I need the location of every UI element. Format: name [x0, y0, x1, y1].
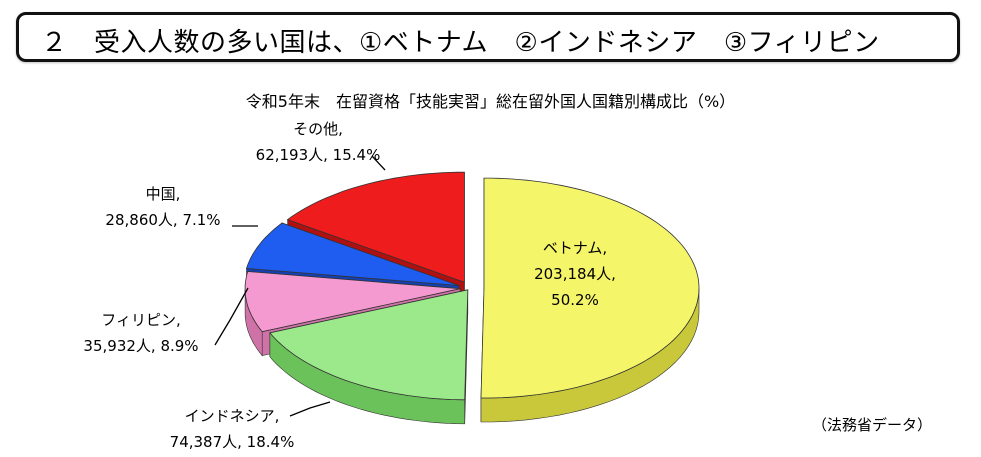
pie-slice-philippines	[244, 271, 461, 333]
pie-slice-vietnam	[480, 177, 700, 399]
pie-slice-indonesia	[269, 289, 469, 401]
pie-slice-other	[286, 171, 465, 283]
pie-tops	[244, 171, 700, 401]
slice-label-china-name: 中国,	[146, 185, 181, 203]
slice-label-vietnam-pct: 50.2%	[551, 291, 599, 309]
leader-line-philippines	[214, 287, 249, 346]
source-note: （法務省データ）	[812, 416, 933, 434]
leader-line-indonesia	[289, 401, 331, 417]
slice-label-philippines-name: フィリピン,	[101, 311, 180, 329]
heading-box: ２ 受入人数の多い国は、①ベトナム ②インドネシア ③フィリピン	[16, 12, 960, 62]
slice-label-china-count: 28,860人, 7.1%	[105, 211, 220, 229]
slice-label-other-name: その他,	[293, 120, 343, 138]
slice-label-vietnam-count: 203,184人,	[534, 265, 616, 283]
slice-label-other-count: 62,193人, 15.4%	[256, 146, 381, 164]
slice-label-indonesia-name: インドネシア,	[185, 407, 280, 425]
slice-label-vietnam-name: ベトナム,	[543, 239, 607, 257]
chart-title: 令和5年末 在留資格「技能実習」総在留外国人国籍別構成比（%）	[245, 92, 736, 111]
slice-label-indonesia-count: 74,387人, 18.4%	[170, 433, 295, 451]
heading-text: ２ 受入人数の多い国は、①ベトナム ②インドネシア ③フィリピン	[41, 28, 880, 58]
leader-line-other	[371, 155, 386, 171]
leader-lines	[214, 155, 386, 417]
pie-slice-china	[245, 222, 460, 286]
slice-label-philippines-count: 35,932人, 8.9%	[83, 337, 198, 355]
